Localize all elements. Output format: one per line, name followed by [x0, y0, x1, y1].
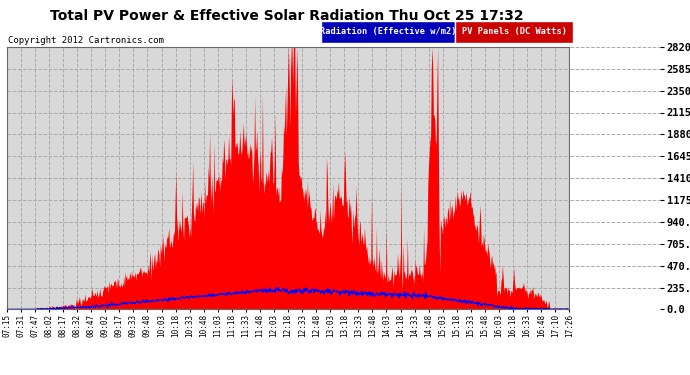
- Text: Radiation (Effective w/m2): Radiation (Effective w/m2): [320, 27, 456, 36]
- Text: PV Panels (DC Watts): PV Panels (DC Watts): [462, 27, 566, 36]
- Text: Total PV Power & Effective Solar Radiation Thu Oct 25 17:32: Total PV Power & Effective Solar Radiati…: [50, 9, 523, 23]
- Text: Copyright 2012 Cartronics.com: Copyright 2012 Cartronics.com: [8, 36, 164, 45]
